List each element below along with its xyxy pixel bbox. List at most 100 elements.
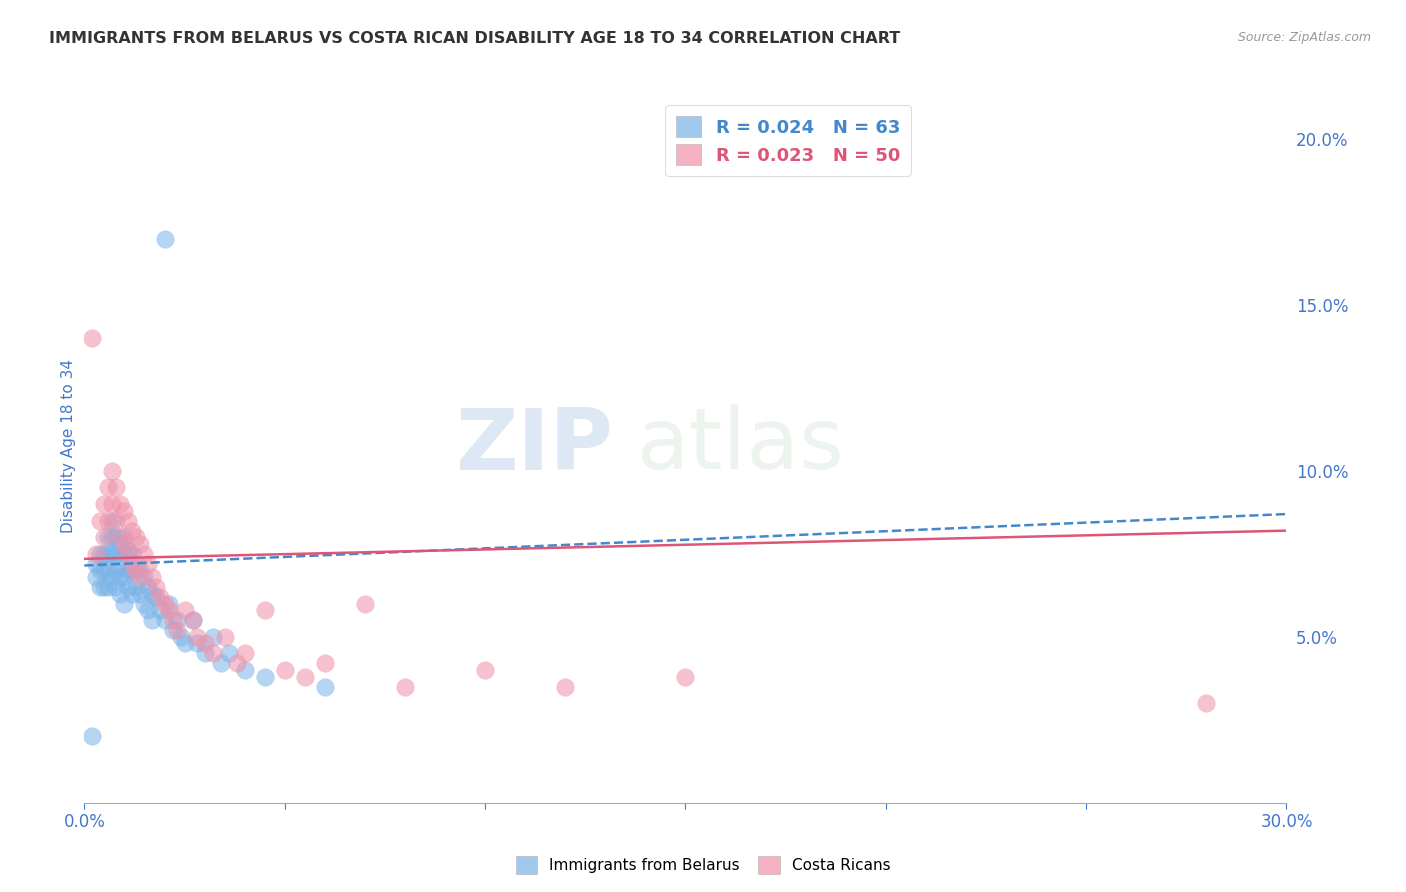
Text: ZIP: ZIP	[456, 404, 613, 488]
Point	[138, 603, 160, 617]
Point	[82, 730, 104, 744]
Point	[149, 603, 172, 617]
Point	[201, 630, 224, 644]
Point	[274, 663, 297, 677]
Point	[82, 331, 104, 345]
Point	[114, 537, 135, 551]
Point	[97, 514, 120, 528]
Point	[186, 630, 208, 644]
Point	[110, 497, 132, 511]
Point	[114, 547, 135, 561]
Point	[129, 537, 152, 551]
Point	[129, 570, 152, 584]
Point	[114, 597, 135, 611]
Point	[97, 481, 120, 495]
Y-axis label: Disability Age 18 to 34: Disability Age 18 to 34	[60, 359, 76, 533]
Point	[105, 580, 128, 594]
Point	[141, 613, 163, 627]
Text: Source: ZipAtlas.com: Source: ZipAtlas.com	[1237, 31, 1371, 45]
Point	[101, 570, 124, 584]
Point	[89, 580, 111, 594]
Point	[145, 580, 167, 594]
Text: IMMIGRANTS FROM BELARUS VS COSTA RICAN DISABILITY AGE 18 TO 34 CORRELATION CHART: IMMIGRANTS FROM BELARUS VS COSTA RICAN D…	[49, 31, 900, 46]
Point	[153, 597, 176, 611]
Point	[114, 530, 135, 544]
Point	[201, 647, 224, 661]
Point	[153, 613, 176, 627]
Point	[138, 557, 160, 571]
Point	[117, 547, 139, 561]
Point	[110, 530, 132, 544]
Point	[134, 547, 156, 561]
Point	[138, 580, 160, 594]
Point	[89, 514, 111, 528]
Point	[129, 587, 152, 601]
Point	[253, 603, 276, 617]
Point	[125, 564, 148, 578]
Point	[105, 514, 128, 528]
Point	[121, 587, 143, 601]
Point	[162, 613, 184, 627]
Point	[474, 663, 496, 677]
Point	[173, 603, 195, 617]
Point	[166, 613, 188, 627]
Point	[110, 553, 132, 567]
Point	[218, 647, 240, 661]
Point	[162, 624, 184, 638]
Point	[394, 680, 416, 694]
Point	[354, 597, 377, 611]
Point	[157, 603, 180, 617]
Point	[97, 530, 120, 544]
Point	[125, 530, 148, 544]
Point	[233, 663, 256, 677]
Point	[117, 564, 139, 578]
Point	[1195, 696, 1218, 710]
Point	[114, 570, 135, 584]
Point	[117, 543, 139, 558]
Point	[86, 547, 108, 561]
Point	[145, 590, 167, 604]
Point	[101, 464, 124, 478]
Point	[314, 657, 336, 671]
Point	[186, 636, 208, 650]
Point	[105, 530, 128, 544]
Point	[225, 657, 247, 671]
Point	[125, 580, 148, 594]
Point	[110, 570, 132, 584]
Point	[121, 547, 143, 561]
Point	[149, 590, 172, 604]
Point	[86, 570, 108, 584]
Point	[209, 657, 232, 671]
Point	[554, 680, 576, 694]
Point	[101, 530, 124, 544]
Point	[114, 504, 135, 518]
Point	[233, 647, 256, 661]
Point	[97, 547, 120, 561]
Point	[121, 524, 143, 538]
Point	[141, 587, 163, 601]
Point	[194, 647, 217, 661]
Point	[129, 564, 152, 578]
Point	[89, 547, 111, 561]
Point	[110, 587, 132, 601]
Point	[173, 636, 195, 650]
Point	[105, 547, 128, 561]
Point	[101, 514, 124, 528]
Point	[93, 530, 115, 544]
Point	[117, 580, 139, 594]
Point	[294, 670, 316, 684]
Point	[194, 636, 217, 650]
Point	[121, 564, 143, 578]
Point	[314, 680, 336, 694]
Point	[157, 597, 180, 611]
Point	[253, 670, 276, 684]
Text: atlas: atlas	[637, 404, 845, 488]
Point	[675, 670, 697, 684]
Point	[105, 481, 128, 495]
Point	[93, 564, 115, 578]
Point	[117, 514, 139, 528]
Point	[105, 564, 128, 578]
Point	[125, 557, 148, 571]
Point	[89, 564, 111, 578]
Point	[141, 570, 163, 584]
